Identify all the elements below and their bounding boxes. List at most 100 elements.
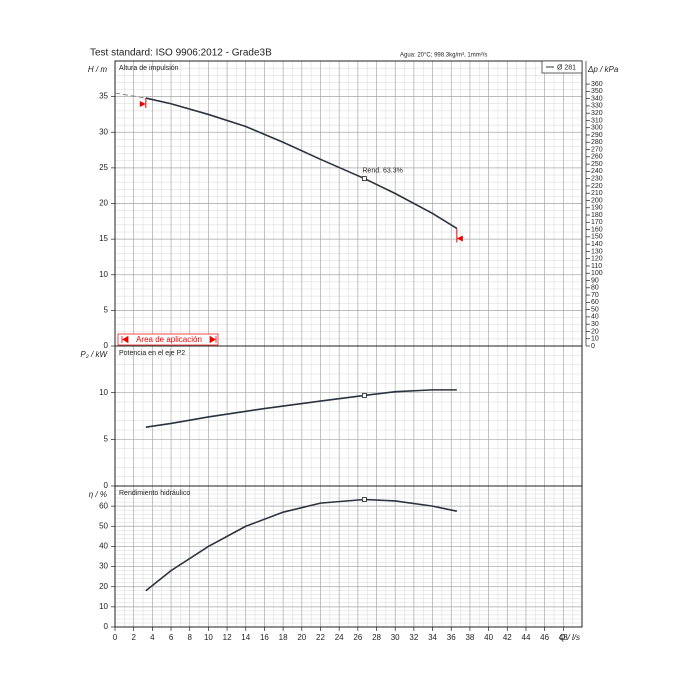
x-tick-label: 22 (316, 633, 325, 642)
x-tick-label: 18 (279, 633, 288, 642)
x-tick-label: 30 (391, 633, 400, 642)
y2-tick-label: 40 (591, 314, 599, 321)
y-tick-label: 60 (99, 501, 108, 510)
x-tick-label: 26 (353, 633, 362, 642)
y2-tick-label: 150 (591, 234, 603, 241)
x-tick-label: 8 (187, 633, 192, 642)
y2-tick-label: 210 (591, 190, 603, 197)
duty-point (361, 176, 367, 181)
x-tick-label: 38 (465, 633, 474, 642)
y-tick-label: 25 (99, 163, 108, 172)
duty-point (361, 393, 367, 398)
curve-extension (114, 92, 146, 99)
x-tick-label: 24 (335, 633, 344, 642)
y2-tick-label: 190 (591, 205, 603, 212)
panel-title: Rendimiento hidráulico (119, 490, 190, 497)
y-tick-label: 30 (99, 127, 108, 136)
y2-tick-label: 140 (591, 241, 603, 248)
y2-tick-label: 340 (591, 95, 603, 102)
x-tick-label: 46 (540, 633, 549, 642)
y2-tick-label: 330 (591, 103, 603, 110)
y-tick-label: 30 (99, 562, 108, 571)
y2-tick-label: 10 (591, 336, 599, 343)
y2-tick-label: 280 (591, 139, 603, 146)
application-area (117, 333, 219, 346)
x-tick-label: 16 (260, 633, 269, 642)
curve (145, 97, 458, 230)
range-marker (139, 101, 146, 108)
y-axis-label: H / m (88, 65, 107, 74)
y2-tick-label: 70 (591, 292, 599, 299)
x-tick-label: 0 (113, 633, 118, 642)
x-tick-label: 2 (131, 633, 136, 642)
y-tick-label: 10 (99, 602, 108, 611)
x-tick-label: 32 (409, 633, 418, 642)
x-tick-label: 28 (372, 633, 381, 642)
x-tick-label: 12 (223, 633, 232, 642)
y2-tick-label: 180 (591, 212, 603, 219)
x-tick-label: 4 (150, 633, 155, 642)
x-tick-label: 44 (522, 633, 531, 642)
y2-tick-label: 90 (591, 277, 599, 284)
annotation: Rend. 63.3% (362, 167, 402, 174)
x-tick-label: 42 (503, 633, 512, 642)
y2-tick-label: 30 (591, 321, 599, 328)
x-tick-label: 20 (297, 633, 306, 642)
y2-tick-label: 170 (591, 219, 603, 226)
y2-tick-label: 0 (591, 343, 595, 350)
y2-tick-label: 260 (591, 154, 603, 161)
x-tick-label: 36 (447, 633, 456, 642)
curve (145, 389, 457, 428)
application-label: Area de aplicación (136, 335, 202, 344)
panel-title: Potencia en el eje P2 (119, 350, 185, 357)
range-marker (456, 235, 463, 242)
y-tick-label: 50 (99, 521, 108, 530)
duty-point (361, 497, 367, 502)
y-tick-label: 35 (99, 92, 108, 101)
y2-tick-label: 20 (591, 328, 599, 335)
x-axis-label: Q / l/s (559, 633, 580, 642)
x-tick-label: 6 (169, 633, 174, 642)
y2-tick-label: 220 (591, 183, 603, 190)
y2-tick-label: 130 (591, 248, 603, 255)
x-tick-label: 40 (484, 633, 493, 642)
y2-tick-label: 80 (591, 285, 599, 292)
y-tick-label: 5 (104, 434, 109, 443)
y-tick-label: 0 (104, 481, 109, 490)
y2-tick-label: 160 (591, 226, 603, 233)
y-tick-label: 0 (104, 341, 109, 350)
x-tick-label: 14 (241, 633, 250, 642)
y2-tick-label: 120 (591, 256, 603, 263)
y2-tick-label: 110 (591, 263, 602, 270)
y2-tick-label: 320 (591, 110, 603, 117)
y2-tick-label: 270 (591, 146, 603, 153)
y2-tick-label: 230 (591, 175, 603, 182)
y2-tick-label: 350 (591, 88, 603, 95)
y2-tick-label: 240 (591, 168, 603, 175)
y2-tick-label: 290 (591, 132, 603, 139)
y-tick-label: 40 (99, 542, 108, 551)
chart-title: Test standard: ISO 9906:2012 - Grade3B (90, 48, 272, 59)
y-tick-label: 20 (99, 199, 108, 208)
y2-tick-label: 250 (591, 161, 603, 168)
conditions: Agua: 20°C; 998.3kg/m³, 1mm²/s (400, 53, 487, 59)
y2-tick-label: 360 (591, 81, 603, 88)
y2-axis-label: Δp / kPa (587, 65, 619, 74)
x-tick-label: 10 (204, 633, 213, 642)
y2-tick-label: 300 (591, 125, 603, 132)
application-arrow (121, 335, 217, 344)
y2-tick-label: 60 (591, 299, 599, 306)
legend-label: Ø 281 (557, 64, 576, 71)
y-tick-label: 10 (99, 388, 108, 397)
y-tick-label: 10 (99, 270, 108, 279)
y-tick-label: 0 (104, 622, 109, 631)
panel-title: Altura de impulsión (119, 65, 179, 72)
y-axis-label: η / % (89, 490, 107, 499)
x-tick-label: 34 (428, 633, 437, 642)
y-axis-label: P₂ / kW (80, 350, 108, 359)
y2-tick-label: 50 (591, 306, 599, 313)
panel-frame (114, 485, 583, 628)
y-tick-label: 20 (99, 582, 108, 591)
y2-tick-label: 200 (591, 197, 603, 204)
legend (541, 60, 583, 74)
